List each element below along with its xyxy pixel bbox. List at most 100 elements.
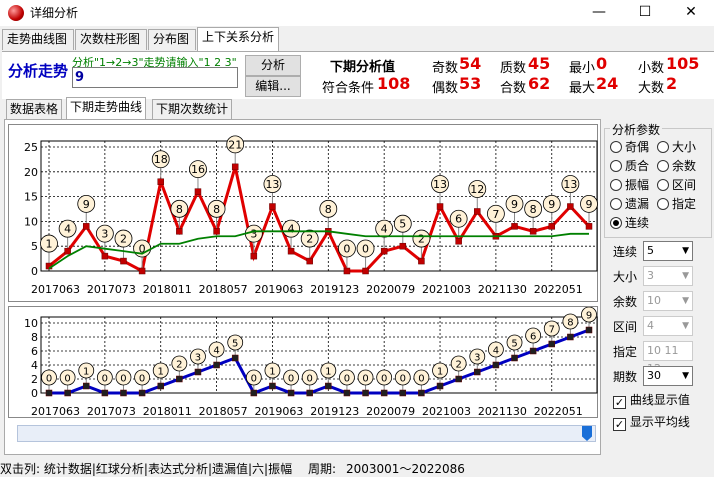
point-marker — [231, 354, 239, 362]
point-label: 8 — [325, 203, 332, 216]
combo-box-1[interactable]: 3 ▼ — [643, 266, 693, 286]
top-tab-bar: 走势曲线图 次数柱形图 分布图 上下关系分析 — [2, 27, 714, 51]
point-marker — [120, 389, 127, 397]
minimize-button[interactable]: — — [592, 4, 606, 20]
stat-value-small: 105 — [666, 54, 700, 73]
x-tick-label: 2017063 — [31, 283, 80, 296]
point-bubble — [356, 239, 375, 258]
point-marker — [380, 389, 388, 397]
radio-option-6[interactable]: 遗漏 — [610, 195, 649, 212]
close-button[interactable]: ✕ — [685, 4, 697, 20]
radio-option-3[interactable]: 余数 — [657, 157, 696, 174]
radio-option-7[interactable]: 指定 — [657, 195, 696, 212]
maximize-button[interactable]: ☐ — [638, 4, 652, 20]
series-line — [48, 166, 591, 274]
radio-label: 奇偶 — [625, 140, 650, 154]
stat-label-even: 偶数 — [432, 81, 459, 96]
point-label: 4 — [288, 223, 295, 236]
chevron-down-icon[interactable]: ▼ — [682, 296, 689, 306]
tab-next-trend-curve[interactable]: 下期走势曲线 — [66, 97, 147, 119]
point-bubble — [207, 199, 226, 218]
point-label: 0 — [381, 374, 387, 385]
y-tick-label: 2 — [31, 373, 38, 386]
checkbox-box[interactable]: ✓ — [613, 418, 626, 431]
checkbox-0[interactable]: ✓ 曲线显示值 — [613, 391, 690, 409]
combo-box-4[interactable]: 10 11 12 — [643, 341, 693, 375]
point-bubble — [357, 369, 374, 386]
tab-next-count-stats[interactable]: 下期次数统计 — [152, 99, 233, 119]
radio-option-8[interactable]: 连续 — [610, 214, 649, 231]
point-bubble — [469, 348, 486, 365]
edit-button[interactable]: 编辑... — [245, 76, 301, 97]
point-marker — [231, 163, 239, 171]
radio-dot[interactable] — [610, 198, 622, 210]
point-marker — [436, 203, 444, 210]
point-label: 8 — [530, 203, 537, 216]
y-tick-label: 15 — [24, 191, 38, 204]
tab-distribution[interactable]: 分布图 — [148, 29, 196, 50]
x-tick-label: 2019123 — [310, 283, 359, 296]
combo-box-5[interactable]: 30 ▼ — [643, 366, 693, 386]
point-marker — [567, 333, 574, 341]
point-marker — [64, 247, 71, 255]
period-scrollbar[interactable] — [17, 425, 596, 442]
point-marker — [101, 252, 109, 260]
point-label: 8 — [213, 203, 220, 216]
point-marker — [511, 354, 518, 362]
chevron-down-icon[interactable]: ▼ — [682, 246, 689, 256]
radio-option-1[interactable]: 大小 — [657, 138, 696, 155]
combo-box-0[interactable]: 5 ▼ — [643, 241, 693, 261]
chevron-down-icon[interactable]: ▼ — [682, 321, 689, 331]
combo-value: 30 — [647, 369, 661, 382]
point-label: 5 — [232, 339, 238, 350]
tab-data-table[interactable]: 数据表格 — [6, 99, 63, 119]
tab-count-bar[interactable]: 次数柱形图 — [75, 29, 147, 50]
point-bubble — [170, 199, 189, 218]
checkbox-label: 曲线显示值 — [626, 393, 690, 407]
radio-dot[interactable] — [610, 217, 622, 229]
point-label: 3 — [250, 228, 257, 241]
point-bubble — [282, 219, 300, 238]
combo-label-0: 连续 — [613, 245, 638, 259]
stat-label-prime: 质数 — [500, 61, 527, 76]
radio-dot[interactable] — [610, 179, 622, 191]
tab-trend-curve[interactable]: 走势曲线图 — [2, 29, 74, 50]
radio-option-2[interactable]: 质合 — [610, 157, 649, 174]
analyze-button[interactable]: 分析 — [245, 55, 301, 76]
radio-dot[interactable] — [657, 179, 669, 191]
radio-dot[interactable] — [657, 141, 669, 153]
radio-dot[interactable] — [610, 141, 622, 153]
stat-label-composite: 合数 — [500, 81, 527, 96]
radio-dot[interactable] — [610, 160, 622, 172]
chevron-down-icon[interactable]: ▼ — [682, 371, 689, 381]
point-label: 1 — [269, 367, 275, 378]
point-marker — [157, 382, 164, 390]
combo-value: 3 — [647, 269, 654, 282]
radio-option-4[interactable]: 振幅 — [610, 176, 649, 193]
point-bubble — [134, 369, 151, 386]
radio-option-5[interactable]: 区间 — [657, 176, 696, 193]
point-marker — [548, 340, 556, 348]
y-tick-label: 4 — [31, 359, 38, 372]
point-bubble — [78, 362, 95, 379]
chevron-down-icon[interactable]: ▼ — [682, 271, 689, 281]
match-label: 符合条件 — [322, 81, 375, 96]
point-bubble — [525, 327, 542, 344]
radio-dot[interactable] — [657, 160, 669, 172]
point-bubble — [432, 362, 448, 379]
point-marker — [194, 188, 202, 195]
checkbox-box[interactable]: ✓ — [613, 396, 626, 409]
scrollbar-thumb[interactable] — [582, 426, 592, 441]
radio-dot[interactable] — [657, 198, 669, 210]
combo-box-3[interactable]: 4 ▼ — [643, 316, 693, 336]
expression-input[interactable]: 9 — [72, 67, 238, 88]
combo-box-2[interactable]: 10 ▼ — [643, 291, 693, 311]
point-label: 5 — [511, 339, 517, 350]
point-label: 9 — [548, 198, 555, 211]
tab-relation-analysis[interactable]: 上下关系分析 — [197, 27, 279, 51]
point-bubble — [208, 341, 225, 358]
checkbox-1[interactable]: ✓ 显示平均线 — [613, 413, 690, 431]
point-bubble — [413, 369, 430, 386]
radio-option-0[interactable]: 奇偶 — [610, 138, 649, 155]
